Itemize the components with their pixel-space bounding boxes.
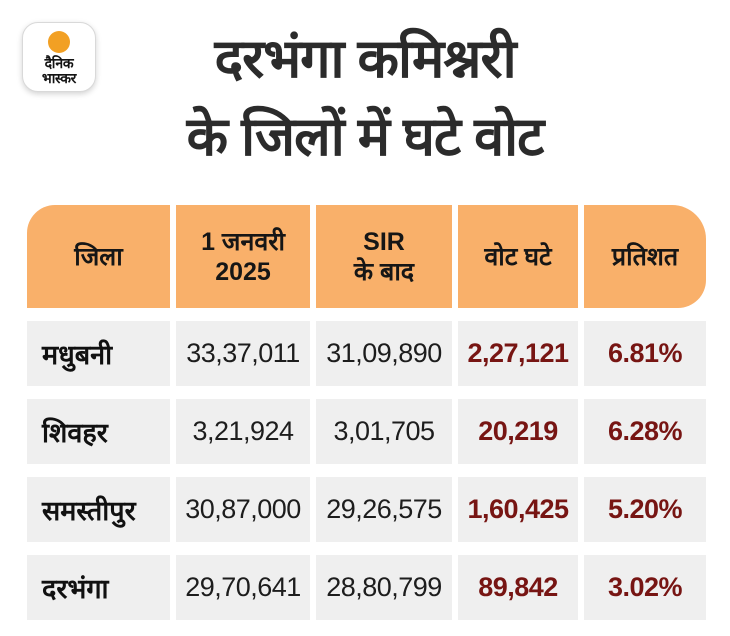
table-row-4-decrease: 89,842 [458, 555, 578, 620]
table-row-3-district: समस्तीपुर [27, 477, 170, 542]
brand-name-line2: भास्कर [41, 69, 77, 86]
col-header-decrease: वोट घटे [458, 205, 578, 308]
col-header-after: SIR के बाद [316, 205, 452, 308]
table-row-2-decrease: 20,219 [458, 399, 578, 464]
col-header-before: 1 जनवरी 2025 [176, 205, 310, 308]
table-row-2-after: 3,01,705 [316, 399, 452, 464]
table-row-2-before: 3,21,924 [176, 399, 310, 464]
data-table: जिला 1 जनवरी 2025 SIR के बाद वोट घटे प्र… [27, 205, 706, 620]
title-line2: के जिलों में घटे वोट [186, 107, 545, 167]
table-row-3-before: 30,87,000 [176, 477, 310, 542]
table-row-2-district: शिवहर [27, 399, 170, 464]
brand-name-line1: दैनिक [44, 54, 74, 71]
table-row-4-percent: 3.02% [584, 555, 706, 620]
table-row-3-decrease: 1,60,425 [458, 477, 578, 542]
table-row-4-before: 29,70,641 [176, 555, 310, 620]
table-row-4-district: दरभंगा [27, 555, 170, 620]
table-row-4-after: 28,80,799 [316, 555, 452, 620]
col-header-percent: प्रतिशत [584, 205, 706, 308]
table-row-3-percent: 5.20% [584, 477, 706, 542]
table-row-3-after: 29,26,575 [316, 477, 452, 542]
table-row-1-district: मधुबनी [27, 321, 170, 386]
page-title: दरभंगा कमिश्नरी के जिलों में घटे वोट [0, 20, 730, 176]
col-header-district: जिला [27, 205, 170, 308]
brand-logo: दैनिक भास्कर [22, 22, 96, 92]
table-row-1-percent: 6.81% [584, 321, 706, 386]
table-row-1-after: 31,09,890 [316, 321, 452, 386]
sun-icon [48, 30, 70, 53]
title-line1: दरभंगा कमिश्नरी [214, 29, 516, 89]
table-row-1-before: 33,37,011 [176, 321, 310, 386]
table-row-2-percent: 6.28% [584, 399, 706, 464]
table-row-1-decrease: 2,27,121 [458, 321, 578, 386]
